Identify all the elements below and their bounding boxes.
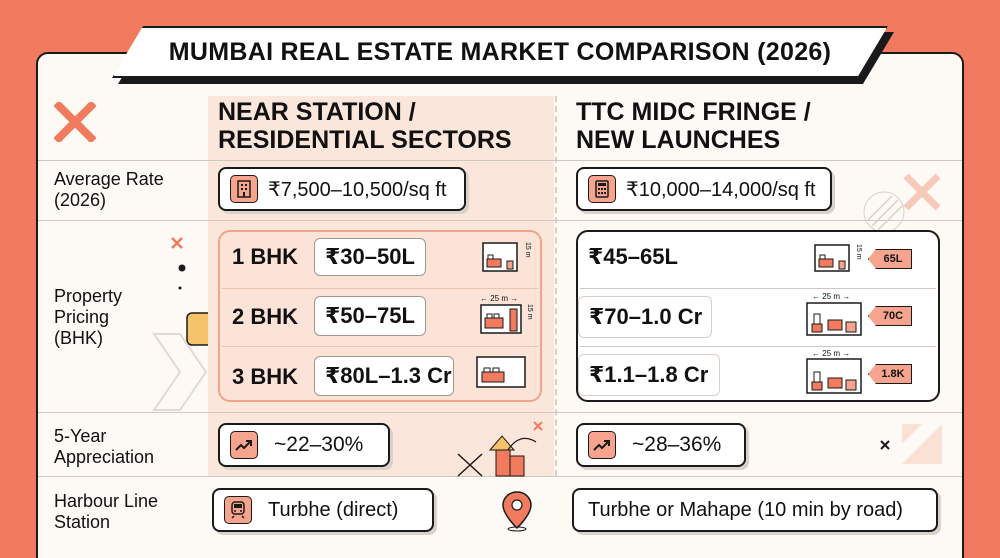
bhk-price: ₹50–75L	[314, 296, 426, 336]
left-rate-value: ₹7,500–10,500/sq ft	[268, 178, 447, 201]
right-rate-pill: ₹10,000–14,000/sq ft	[576, 167, 832, 211]
bhk-type-label: 1 BHK	[232, 244, 299, 269]
small-x-icon	[880, 440, 890, 450]
floorplan-1bhk-icon	[482, 242, 520, 274]
right-column-header: TTC MIDC FRINGE / NEW LAUNCHES	[576, 98, 811, 154]
panel-divider	[580, 288, 936, 289]
launch-price: ₹1.1–1.8 Cr	[578, 354, 720, 396]
building-icon	[230, 175, 258, 203]
price-tag: 65L	[868, 249, 912, 269]
row-label-station: Harbour Line Station	[54, 491, 159, 532]
panel-divider	[222, 288, 538, 289]
column-divider	[555, 96, 557, 476]
dot-decoration	[178, 264, 186, 272]
bhk-type-label: 2 BHK	[232, 304, 299, 329]
floorplan-2bhk-icon	[480, 304, 522, 334]
dot-decoration	[178, 286, 182, 290]
title-banner	[112, 26, 888, 78]
dimension-height-label: 15 m	[524, 242, 531, 258]
left-rate-pill: ₹7,500–10,500/sq ft	[218, 167, 466, 211]
floorplan-small-icon	[814, 244, 852, 274]
left-appreciation-pill: ~22–30%	[218, 423, 390, 467]
row-divider	[38, 412, 962, 413]
row-divider	[38, 220, 962, 221]
left-station-value: Turbhe (direct)	[268, 498, 399, 521]
hatch-circle-decoration	[862, 190, 906, 234]
row-label-average-rate: Average Rate (2026)	[54, 169, 164, 210]
panel-divider	[580, 346, 936, 347]
small-x-icon	[170, 236, 184, 250]
faded-shape-decoration	[898, 420, 946, 468]
price-tag: 70C	[868, 306, 912, 326]
faded-x-icon	[900, 172, 944, 212]
right-appreciation-value: ~28–36%	[632, 433, 722, 456]
bhk-price: ₹80L–1.3 Cr	[314, 356, 454, 396]
dimension-width-label: ← 25 m →	[812, 292, 851, 301]
price-tag: 1.8K	[868, 364, 912, 384]
page-title: MUMBAI REAL ESTATE MARKET COMPARISON (20…	[168, 37, 832, 66]
launch-price: ₹45–65L	[578, 236, 700, 278]
left-appreciation-value: ~22–30%	[274, 433, 364, 456]
row-label-property-pricing: Property Pricing (BHK)	[54, 286, 123, 348]
right-rate-value: ₹10,000–14,000/sq ft	[626, 178, 816, 201]
tab-shape-decoration	[186, 312, 208, 346]
calculator-icon	[588, 175, 616, 203]
train-icon	[224, 496, 252, 524]
right-station-value: Turbhe or Mahape (10 min by road)	[588, 498, 903, 521]
right-station-pill: Turbhe or Mahape (10 min by road)	[572, 488, 938, 532]
chevron-outline-decoration	[150, 330, 208, 414]
trend-up-icon	[588, 431, 616, 459]
dimension-height-label: 15 m	[855, 244, 862, 260]
trend-up-icon	[230, 431, 258, 459]
panel-divider	[222, 346, 538, 347]
right-appreciation-pill: ~28–36%	[576, 423, 746, 467]
floorplan-large-icon	[806, 358, 862, 394]
close-x-icon	[54, 102, 96, 142]
left-station-pill: Turbhe (direct)	[212, 488, 434, 532]
dimension-width-label: ← 25 m →	[812, 349, 851, 358]
floorplan-3bhk-icon	[476, 356, 526, 388]
dimension-height-label: 15 m	[526, 304, 533, 320]
row-label-appreciation: 5-Year Appreciation	[54, 426, 155, 467]
bhk-price: ₹30–50L	[314, 238, 426, 276]
row-divider	[38, 160, 962, 161]
launch-price: ₹70–1.0 Cr	[578, 296, 712, 338]
dimension-width-label: ← 25 m →	[480, 294, 519, 303]
bhk-type-label: 3 BHK	[232, 364, 299, 389]
location-pin-icon	[500, 490, 534, 532]
left-column-header: NEAR STATION / RESIDENTIAL SECTORS	[218, 98, 512, 154]
geometric-shapes-decoration	[456, 420, 552, 478]
floorplan-medium-icon	[806, 302, 862, 336]
